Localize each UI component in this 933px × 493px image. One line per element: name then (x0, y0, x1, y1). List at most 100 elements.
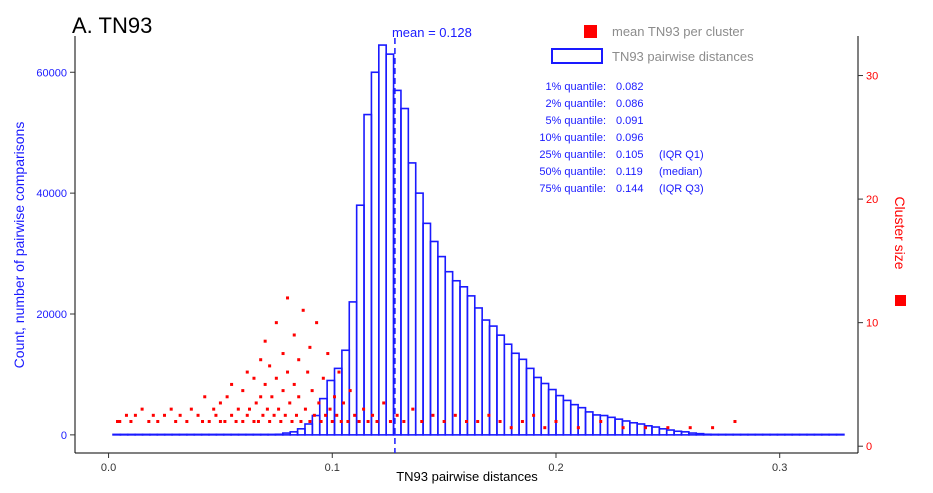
cluster-point (306, 370, 310, 374)
cluster-point (487, 413, 491, 417)
cluster-point (520, 419, 524, 423)
cluster-point (362, 407, 366, 411)
legend-histogram-label: TN93 pairwise distances (612, 49, 754, 64)
histogram-bar (289, 431, 299, 436)
cluster-point (252, 419, 256, 423)
quantile-label: 75% quantile: (539, 183, 606, 195)
histogram-bar (835, 433, 845, 436)
y-right-axis-title-group: Cluster size (892, 196, 908, 306)
histogram-bar (459, 286, 469, 436)
histogram-bar (695, 432, 705, 436)
quantile-value: 0.091 (616, 115, 644, 127)
x-tick-label: 0.2 (548, 462, 563, 474)
histogram-bar (466, 295, 476, 436)
cluster-point (133, 413, 137, 417)
cluster-point (346, 419, 350, 423)
cluster-point (218, 419, 222, 423)
histogram-bars (112, 44, 845, 436)
cluster-point (330, 419, 334, 423)
cluster-point (431, 413, 435, 417)
histogram-bar (732, 433, 742, 436)
histogram-bar (333, 367, 343, 436)
histogram-bar (798, 433, 808, 436)
histogram-bar (208, 433, 218, 436)
histogram-bar (193, 433, 203, 436)
histogram-bar (518, 358, 528, 436)
y-left-axis-ticks: 0 20000 40000 60000 (36, 67, 75, 442)
histogram-bar (429, 240, 439, 436)
cluster-point (279, 419, 283, 423)
histogram-bar (126, 433, 136, 436)
y-right-tick-label: 20 (866, 194, 878, 206)
histogram-bar (503, 343, 513, 436)
histogram-bar (237, 433, 247, 436)
cluster-point (337, 370, 341, 374)
cluster-point (245, 413, 249, 417)
cluster-point (196, 413, 200, 417)
histogram-bar (739, 433, 749, 436)
histogram-bar (747, 433, 757, 436)
histogram-bar (215, 433, 225, 436)
cluster-point (357, 419, 361, 423)
histogram-bar (761, 433, 771, 436)
histogram-bar (776, 433, 786, 436)
histogram-bar (134, 433, 144, 436)
cluster-point (312, 413, 316, 417)
cluster-point (212, 407, 216, 411)
histogram-bar (259, 433, 269, 436)
histogram-bar (245, 433, 255, 436)
histogram-bar (599, 414, 609, 436)
histogram-bar (437, 255, 447, 436)
cluster-point (185, 419, 189, 423)
cluster-point (326, 352, 330, 356)
cluster-point (666, 426, 670, 430)
cluster-point (116, 419, 120, 423)
cluster-point (259, 358, 263, 362)
histogram-bar (592, 414, 602, 436)
histogram-bar (274, 433, 284, 436)
cluster-point (283, 413, 287, 417)
quantile-value: 0.144 (616, 183, 644, 195)
cluster-point (292, 382, 296, 386)
cluster-point (297, 395, 301, 399)
histogram-bar (473, 307, 483, 436)
cluster-point (453, 413, 457, 417)
cluster-point (299, 419, 303, 423)
cluster-point (733, 419, 737, 423)
cluster-point (310, 389, 314, 393)
cluster-point (277, 407, 281, 411)
cluster-point (339, 419, 343, 423)
mean-label: mean = 0.128 (392, 25, 472, 40)
histogram-bar (665, 429, 675, 436)
cluster-point (265, 407, 269, 411)
cluster-point (341, 401, 345, 405)
cluster-point (118, 419, 122, 423)
cluster-point (303, 407, 307, 411)
cluster-point (203, 395, 207, 399)
quantile-note: (IQR Q3) (659, 183, 704, 195)
cluster-point (230, 413, 234, 417)
histogram-bar (673, 430, 683, 436)
quantile-label: 2% quantile: (545, 98, 606, 110)
histogram-bar (769, 433, 779, 436)
cluster-point (321, 376, 325, 380)
cluster-point (688, 426, 692, 430)
histogram-bar (510, 352, 520, 436)
cluster-point (147, 419, 151, 423)
cluster-point (366, 419, 370, 423)
histogram-bar (222, 433, 232, 436)
cluster-point (201, 419, 205, 423)
cluster-point (476, 419, 480, 423)
y-right-tick-label: 10 (866, 318, 878, 330)
cluster-point (245, 370, 249, 374)
histogram-bar (569, 403, 579, 436)
legend-cluster-label: mean TN93 per cluster (612, 24, 745, 39)
histogram-bar (422, 222, 432, 436)
histogram-bar (547, 388, 557, 436)
cluster-point (151, 413, 155, 417)
cluster-point (286, 296, 290, 300)
cluster-point (543, 426, 547, 430)
y-right-tick-label: 30 (866, 71, 878, 83)
y-left-tick-label: 0 (61, 430, 67, 442)
